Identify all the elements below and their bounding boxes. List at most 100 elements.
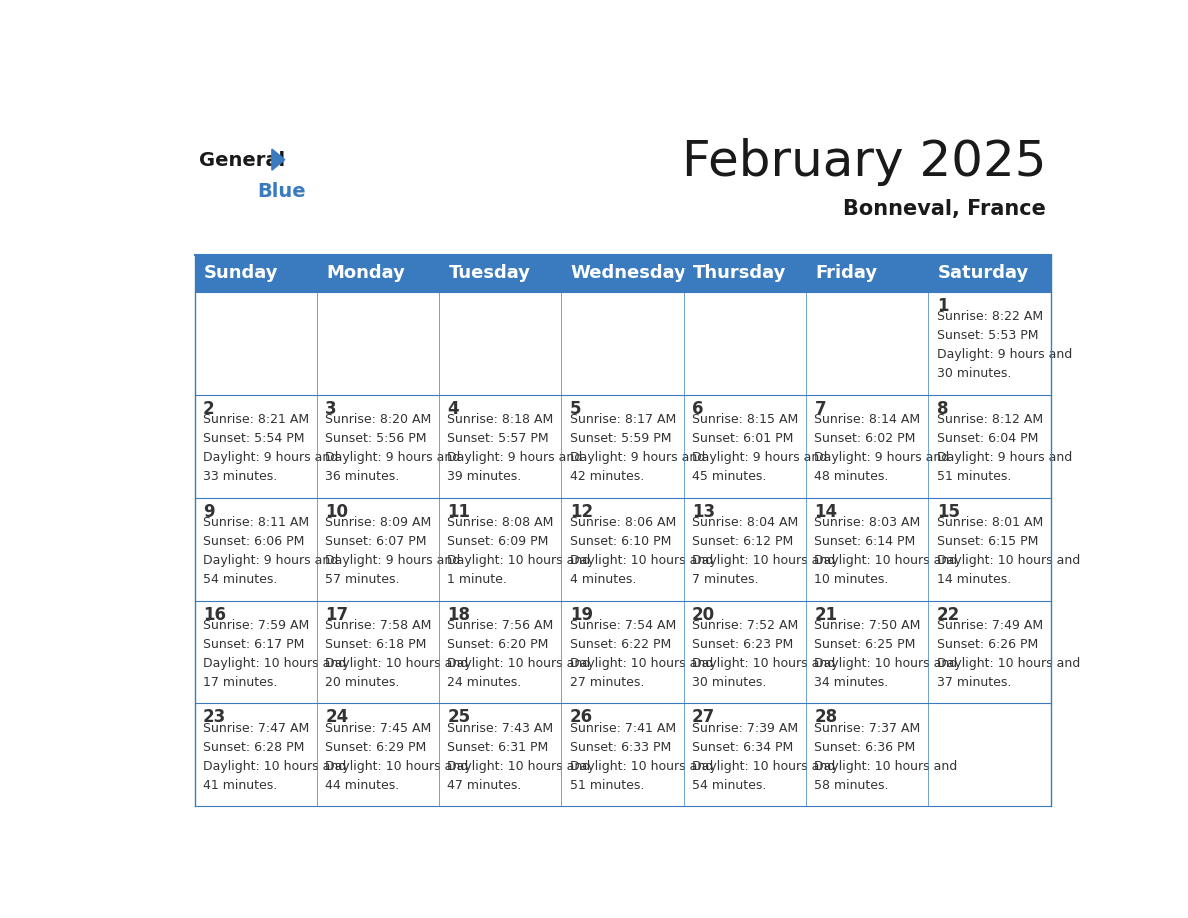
Text: Sunset: 6:04 PM: Sunset: 6:04 PM (937, 432, 1038, 445)
Text: Sunrise: 8:22 AM: Sunrise: 8:22 AM (937, 310, 1043, 323)
Text: Bonneval, France: Bonneval, France (843, 198, 1047, 218)
Text: 17 minutes.: 17 minutes. (203, 676, 277, 689)
Text: 24: 24 (326, 709, 348, 726)
Text: Daylight: 10 hours and: Daylight: 10 hours and (693, 760, 835, 773)
Text: Daylight: 10 hours and: Daylight: 10 hours and (570, 760, 713, 773)
Text: Daylight: 10 hours and: Daylight: 10 hours and (326, 760, 468, 773)
Text: 23: 23 (203, 709, 226, 726)
Text: 7 minutes.: 7 minutes. (693, 573, 759, 587)
Bar (440, 498, 562, 600)
Text: Monday: Monday (326, 264, 405, 283)
Text: Sunset: 6:10 PM: Sunset: 6:10 PM (570, 535, 671, 548)
Text: Daylight: 10 hours and: Daylight: 10 hours and (448, 657, 590, 670)
Text: Sunrise: 7:39 AM: Sunrise: 7:39 AM (693, 722, 798, 735)
Bar (807, 498, 929, 600)
Bar (440, 292, 562, 395)
Text: 27 minutes.: 27 minutes. (570, 676, 644, 689)
Text: 39 minutes.: 39 minutes. (448, 470, 522, 483)
Text: Sunrise: 7:54 AM: Sunrise: 7:54 AM (570, 619, 676, 632)
Text: Sunrise: 7:37 AM: Sunrise: 7:37 AM (815, 722, 921, 735)
Text: Sunset: 6:15 PM: Sunset: 6:15 PM (937, 535, 1038, 548)
Text: Sunset: 5:57 PM: Sunset: 5:57 PM (448, 432, 549, 445)
Bar (440, 600, 562, 703)
Text: 7: 7 (815, 399, 826, 418)
Text: 3: 3 (326, 399, 336, 418)
Text: Sunrise: 8:17 AM: Sunrise: 8:17 AM (570, 413, 676, 426)
Text: 42 minutes.: 42 minutes. (570, 470, 644, 483)
Text: 10 minutes.: 10 minutes. (815, 573, 889, 587)
Text: 11: 11 (448, 503, 470, 521)
Text: Saturday: Saturday (937, 264, 1029, 283)
Text: 44 minutes.: 44 minutes. (326, 779, 399, 792)
Text: Sunset: 6:17 PM: Sunset: 6:17 PM (203, 638, 304, 651)
Text: Sunrise: 8:14 AM: Sunrise: 8:14 AM (815, 413, 921, 426)
Text: Sunset: 6:23 PM: Sunset: 6:23 PM (693, 638, 794, 651)
Text: Sunset: 6:07 PM: Sunset: 6:07 PM (326, 535, 426, 548)
Text: 17: 17 (326, 606, 348, 623)
Text: 4: 4 (448, 399, 459, 418)
Text: Thursday: Thursday (693, 264, 786, 283)
Text: Daylight: 9 hours and: Daylight: 9 hours and (937, 452, 1072, 465)
Bar (684, 395, 807, 498)
Text: Sunset: 6:14 PM: Sunset: 6:14 PM (815, 535, 916, 548)
Text: Blue: Blue (257, 183, 305, 201)
Bar (562, 703, 684, 806)
Text: Sunset: 6:02 PM: Sunset: 6:02 PM (815, 432, 916, 445)
Bar (317, 395, 440, 498)
Text: Sunset: 6:18 PM: Sunset: 6:18 PM (326, 638, 426, 651)
Text: Sunset: 6:20 PM: Sunset: 6:20 PM (448, 638, 549, 651)
Text: Sunrise: 7:59 AM: Sunrise: 7:59 AM (203, 619, 309, 632)
Text: Sunrise: 7:43 AM: Sunrise: 7:43 AM (448, 722, 554, 735)
Text: Sunrise: 8:09 AM: Sunrise: 8:09 AM (326, 516, 431, 529)
Bar (807, 703, 929, 806)
Text: Sunrise: 7:47 AM: Sunrise: 7:47 AM (203, 722, 309, 735)
Text: 4 minutes.: 4 minutes. (570, 573, 636, 587)
Text: Sunrise: 8:01 AM: Sunrise: 8:01 AM (937, 516, 1043, 529)
Text: Daylight: 9 hours and: Daylight: 9 hours and (203, 452, 339, 465)
Bar (684, 703, 807, 806)
Bar (195, 255, 1051, 292)
Bar (684, 292, 807, 395)
Text: Sunset: 6:28 PM: Sunset: 6:28 PM (203, 741, 304, 754)
Text: Sunrise: 8:08 AM: Sunrise: 8:08 AM (448, 516, 554, 529)
Text: Daylight: 9 hours and: Daylight: 9 hours and (203, 554, 339, 567)
Text: 1: 1 (937, 297, 948, 315)
Bar (562, 600, 684, 703)
Text: Sunrise: 7:50 AM: Sunrise: 7:50 AM (815, 619, 921, 632)
Text: Sunset: 6:31 PM: Sunset: 6:31 PM (448, 741, 549, 754)
Text: February 2025: February 2025 (682, 139, 1047, 186)
Text: Sunset: 6:06 PM: Sunset: 6:06 PM (203, 535, 304, 548)
Text: 21: 21 (815, 606, 838, 623)
Bar (317, 600, 440, 703)
Text: Sunset: 6:34 PM: Sunset: 6:34 PM (693, 741, 794, 754)
Text: 6: 6 (693, 399, 703, 418)
Text: 57 minutes.: 57 minutes. (326, 573, 399, 587)
Bar (684, 600, 807, 703)
Text: 54 minutes.: 54 minutes. (693, 779, 766, 792)
Text: 51 minutes.: 51 minutes. (937, 470, 1011, 483)
Text: Sunrise: 7:56 AM: Sunrise: 7:56 AM (448, 619, 554, 632)
Text: Daylight: 9 hours and: Daylight: 9 hours and (570, 452, 704, 465)
Text: Sunset: 5:54 PM: Sunset: 5:54 PM (203, 432, 304, 445)
Text: 18: 18 (448, 606, 470, 623)
Bar (440, 703, 562, 806)
Bar (807, 292, 929, 395)
Text: Daylight: 10 hours and: Daylight: 10 hours and (815, 554, 958, 567)
Text: Sunday: Sunday (204, 264, 278, 283)
Text: Daylight: 10 hours and: Daylight: 10 hours and (937, 554, 1080, 567)
Text: Sunset: 6:01 PM: Sunset: 6:01 PM (693, 432, 794, 445)
Text: 48 minutes.: 48 minutes. (815, 470, 889, 483)
Text: Sunrise: 8:12 AM: Sunrise: 8:12 AM (937, 413, 1043, 426)
Bar (317, 292, 440, 395)
Bar (807, 600, 929, 703)
Bar (807, 395, 929, 498)
Bar (929, 703, 1051, 806)
Text: 16: 16 (203, 606, 226, 623)
Text: Sunrise: 7:52 AM: Sunrise: 7:52 AM (693, 619, 798, 632)
Text: 34 minutes.: 34 minutes. (815, 676, 889, 689)
Text: Sunrise: 7:49 AM: Sunrise: 7:49 AM (937, 619, 1043, 632)
Text: 45 minutes.: 45 minutes. (693, 470, 766, 483)
Text: Daylight: 10 hours and: Daylight: 10 hours and (815, 657, 958, 670)
Text: 30 minutes.: 30 minutes. (937, 367, 1011, 380)
Text: 33 minutes.: 33 minutes. (203, 470, 277, 483)
